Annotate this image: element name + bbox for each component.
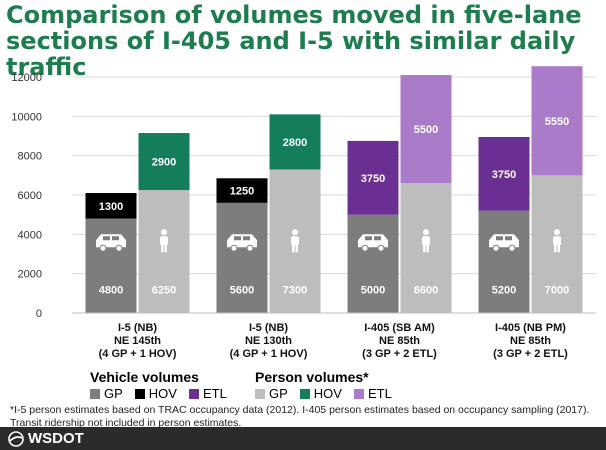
person-etl-label: ETL <box>367 386 392 401</box>
person-etl-bar <box>400 75 452 184</box>
chart-title: Comparison of volumes moved in five-lane… <box>6 1 582 81</box>
vehicle-gp-label: GP <box>104 386 123 401</box>
x-category-label: NE 85th <box>379 335 420 347</box>
vehicle-gp-bar <box>85 218 137 313</box>
y-tick-label: 6000 <box>18 190 42 202</box>
x-category-label: (3 GP + 2 ETL) <box>362 348 437 360</box>
vehicle-etl-bar <box>347 140 399 215</box>
person-hov-label: 2800 <box>283 137 307 149</box>
person-icon <box>160 229 168 253</box>
person-etl-bar <box>531 66 583 176</box>
y-tick-label: 0 <box>36 308 42 320</box>
person-etl-label: 5550 <box>545 116 569 128</box>
person-hov-label: 2900 <box>152 157 176 169</box>
x-category-label: I-5 (NB) <box>118 322 157 334</box>
person-gp-bar <box>138 190 190 313</box>
vehicle-hov-label: 1250 <box>230 186 254 198</box>
stacked-bar-chart: 0 2000 4000 6000 8000 10000 12000 4800 6250 1300 2… <box>11 66 596 360</box>
vehicle-hov-swatch <box>134 388 145 399</box>
person-etl-label: 5500 <box>414 124 438 136</box>
person-hov-bar <box>269 114 321 170</box>
person-gp-label: 7300 <box>283 284 307 296</box>
vehicle-etl-label: 3750 <box>361 173 385 185</box>
x-category-label: I-405 (NB PM) <box>495 322 566 334</box>
car-icon <box>489 234 519 252</box>
person-icon <box>422 229 430 253</box>
person-legend-title: Person volumes* <box>255 369 369 385</box>
person-gp-label: GP <box>269 386 288 401</box>
person-icon <box>291 229 299 253</box>
x-category-label: (4 GP + 1 HOV) <box>99 348 177 360</box>
vehicle-gp-label: 5200 <box>492 284 516 296</box>
car-icon <box>227 234 257 252</box>
y-tick-label: 4000 <box>18 229 42 241</box>
vehicle-gp-swatch <box>90 388 100 399</box>
person-hov-bar <box>138 133 190 191</box>
person-gp-label: 6250 <box>152 284 176 296</box>
x-category-label: I-5 (NB) <box>249 322 288 334</box>
x-category-label: NE 130th <box>245 335 292 347</box>
vehicle-legend-title: Vehicle volumes <box>90 369 199 385</box>
person-gp-bar <box>400 183 452 313</box>
car-icon <box>96 234 126 252</box>
x-category-label: NE 85th <box>510 335 551 347</box>
y-tick-label: 12000 <box>11 72 42 84</box>
vehicle-etl-label: ETL <box>202 386 227 401</box>
brand-name: WSDOT <box>28 430 84 447</box>
vehicle-hov-bar <box>216 178 268 203</box>
person-gp-swatch <box>255 388 265 399</box>
person-legend: Person volumes* GP HOV ETL <box>255 369 400 401</box>
vehicle-gp-bar <box>347 214 399 313</box>
x-category-label: NE 145th <box>114 335 161 347</box>
vehicle-gp-label: 5000 <box>361 284 385 296</box>
wsdot-logo: WSDOT <box>8 430 84 447</box>
vehicle-gp-label: 4800 <box>99 284 123 296</box>
vehicle-hov-label: 1300 <box>99 201 123 213</box>
x-category-label: (3 GP + 2 ETL) <box>493 348 568 360</box>
person-hov-swatch <box>299 388 310 399</box>
vehicle-hov-label: HOV <box>148 386 177 401</box>
vehicle-gp-bar <box>478 210 530 313</box>
car-icon <box>358 234 388 252</box>
person-gp-label: 6600 <box>414 284 438 296</box>
vehicle-legend: Vehicle volumes GP HOV ETL <box>90 369 235 401</box>
vehicle-gp-bar <box>216 202 268 313</box>
vehicle-etl-label: 3750 <box>492 169 516 181</box>
vehicle-etl-bar <box>478 136 530 211</box>
x-category-label: (4 GP + 1 HOV) <box>230 348 308 360</box>
vehicle-etl-swatch <box>188 388 199 399</box>
y-tick-label: 2000 <box>18 269 42 281</box>
person-gp-label: 7000 <box>545 284 569 296</box>
footer-bar: WSDOT <box>0 427 606 450</box>
footnote: *I-5 person estimates based on TRAC occu… <box>10 404 590 429</box>
person-icon <box>553 229 561 253</box>
vehicle-gp-label: 5600 <box>230 284 254 296</box>
y-tick-label: 10000 <box>11 111 42 123</box>
y-tick-label: 8000 <box>18 151 42 163</box>
x-category-label: I-405 (SB AM) <box>364 322 435 334</box>
person-etl-swatch <box>353 388 364 399</box>
vehicle-hov-bar <box>85 193 137 219</box>
wsdot-swoosh-icon <box>8 430 24 447</box>
person-hov-label: HOV <box>313 386 342 401</box>
